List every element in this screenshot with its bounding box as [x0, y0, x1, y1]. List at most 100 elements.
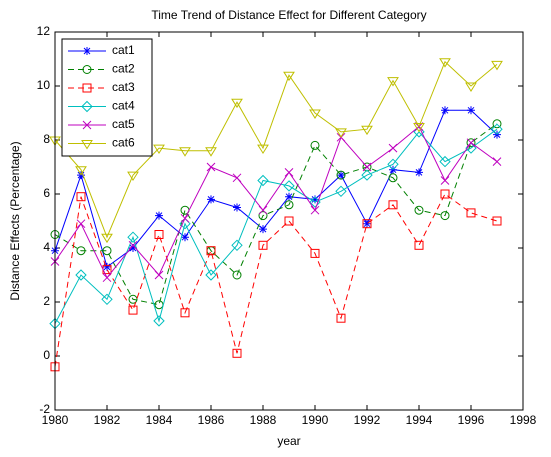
x-tick-label: 1992 — [354, 413, 381, 427]
plot-frame — [54, 31, 524, 411]
marker — [311, 195, 319, 204]
marker — [337, 171, 345, 180]
marker — [207, 195, 215, 204]
legend-label: cat5 — [112, 117, 135, 131]
marker — [82, 120, 92, 130]
marker — [127, 231, 139, 243]
marker — [82, 65, 92, 74]
x-tick-label: 1980 — [42, 413, 69, 427]
marker — [206, 246, 216, 256]
marker — [336, 313, 346, 323]
x-tick-label: 1986 — [198, 413, 225, 427]
marker — [181, 233, 189, 242]
marker — [467, 106, 475, 115]
marker — [284, 200, 294, 210]
marker — [128, 294, 138, 304]
marker — [206, 162, 216, 172]
x-tick-label: 1998 — [510, 413, 537, 427]
legend-label: cat4 — [112, 99, 135, 113]
marker — [362, 219, 372, 229]
marker — [103, 262, 111, 271]
marker — [310, 140, 320, 150]
marker — [310, 205, 320, 215]
marker — [76, 219, 86, 229]
marker — [257, 144, 269, 155]
marker — [258, 205, 268, 215]
marker — [76, 246, 86, 256]
marker — [81, 100, 93, 113]
marker — [102, 246, 112, 256]
series-line — [54, 125, 498, 279]
marker — [439, 155, 451, 168]
marker — [127, 171, 139, 182]
marker — [309, 109, 321, 119]
marker — [362, 162, 372, 172]
marker — [491, 123, 503, 135]
x-tick-label: 1990 — [302, 413, 329, 427]
marker — [81, 140, 93, 150]
x-tick-label: 1994 — [406, 413, 433, 427]
marker — [285, 192, 293, 201]
y-tick-label: 8 — [43, 132, 50, 146]
marker — [231, 239, 243, 252]
marker — [76, 192, 86, 202]
marker — [75, 269, 87, 281]
marker — [82, 83, 92, 93]
y-tick-label: 12 — [37, 24, 51, 38]
marker — [440, 189, 450, 199]
marker — [492, 216, 502, 226]
legend-label: cat1 — [112, 43, 135, 57]
marker — [232, 348, 242, 358]
marker — [129, 244, 137, 252]
marker — [284, 168, 294, 177]
marker — [205, 147, 217, 157]
marker — [128, 305, 138, 315]
marker — [492, 157, 502, 166]
marker — [231, 98, 243, 109]
marker — [233, 203, 241, 212]
marker — [466, 138, 476, 148]
marker — [492, 119, 502, 129]
marker — [180, 213, 190, 223]
marker — [335, 128, 347, 138]
y-axis-label: Distance Effects (Percentage) — [8, 141, 22, 300]
marker — [361, 169, 373, 181]
marker — [413, 123, 425, 133]
series-line — [54, 123, 498, 306]
series-line — [54, 60, 498, 239]
marker — [415, 168, 423, 177]
marker — [258, 211, 268, 221]
marker — [75, 166, 87, 176]
y-tick-label: 6 — [43, 186, 50, 200]
y-tick-label: -2 — [39, 402, 50, 416]
chart-title: Time Trend of Distance Effect for Differ… — [151, 8, 426, 22]
marker — [336, 170, 346, 180]
y-tick-label: 0 — [43, 348, 50, 362]
marker — [441, 106, 449, 115]
marker — [310, 248, 320, 258]
x-axis-label: year — [277, 434, 300, 448]
marker — [283, 71, 295, 82]
marker — [363, 219, 371, 228]
marker — [387, 158, 399, 171]
legend-box — [61, 38, 153, 157]
marker — [83, 47, 91, 55]
legend-label: cat6 — [112, 136, 135, 150]
marker — [154, 230, 164, 239]
marker — [102, 273, 112, 283]
marker — [257, 174, 269, 187]
x-tick-label: 1982 — [94, 413, 121, 427]
marker — [101, 293, 113, 306]
series-line — [54, 193, 498, 367]
marker — [335, 185, 347, 198]
marker — [388, 143, 398, 153]
marker — [414, 240, 424, 250]
marker — [205, 269, 217, 281]
marker — [283, 180, 295, 192]
marker — [388, 200, 398, 210]
marker — [128, 240, 138, 250]
marker — [440, 176, 450, 185]
x-tick-label: 1988 — [250, 413, 277, 427]
marker — [491, 60, 503, 71]
marker — [414, 205, 424, 215]
